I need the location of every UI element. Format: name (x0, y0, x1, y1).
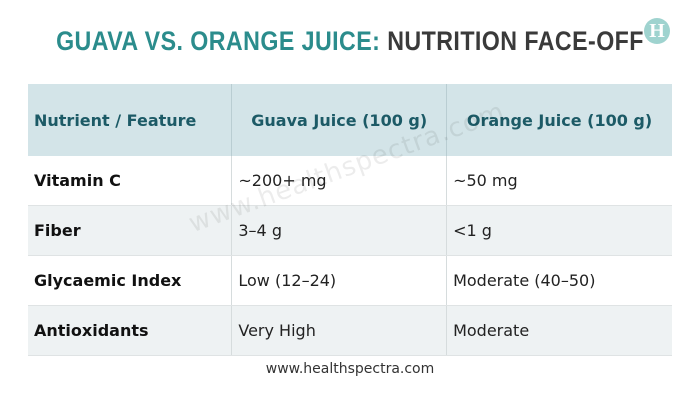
cell: Low (12–24) (231, 255, 448, 306)
title-highlight: GUAVA VS. ORANGE JUICE: (56, 26, 381, 56)
cell: ~200+ mg (231, 156, 448, 206)
title: GUAVA VS. ORANGE JUICE: NUTRITION FACE-O… (49, 26, 651, 57)
cell: Moderate (40–50) (446, 255, 672, 306)
table: Nutrient / Feature Guava Juice (100 g) Ora… (28, 84, 672, 356)
column-header: Nutrient / Feature (28, 84, 233, 156)
column-header: Guava Juice (100 g) (231, 84, 448, 156)
row-header: Fiber (28, 205, 233, 256)
table-row: Antioxidants Very High Moderate (28, 305, 672, 356)
row-header: Antioxidants (28, 305, 233, 356)
footer: www.healthspectra.com (265, 361, 435, 377)
logo: H (644, 18, 670, 44)
cell: Very High (231, 305, 448, 356)
column-header: Orange Juice (100 g) (446, 84, 672, 156)
table-row: Vitamin C ~200+ mg ~50 mg (28, 156, 672, 206)
row-header: Glycaemic Index (28, 255, 233, 306)
table-row: Fiber 3–4 g <1 g (28, 205, 672, 256)
cell: <1 g (446, 205, 672, 256)
cell: 3–4 g (231, 205, 448, 256)
table-row: Glycaemic Index Low (12–24) Moderate (40–5… (28, 255, 672, 306)
cell: ~50 mg (446, 156, 672, 206)
header-row: Nutrient / Feature Guava Juice (100 g) Ora… (28, 84, 672, 156)
cell: Moderate (446, 305, 672, 356)
title-rest: NUTRITION FACE-OFF (387, 26, 644, 56)
row-header: Vitamin C (28, 156, 233, 206)
